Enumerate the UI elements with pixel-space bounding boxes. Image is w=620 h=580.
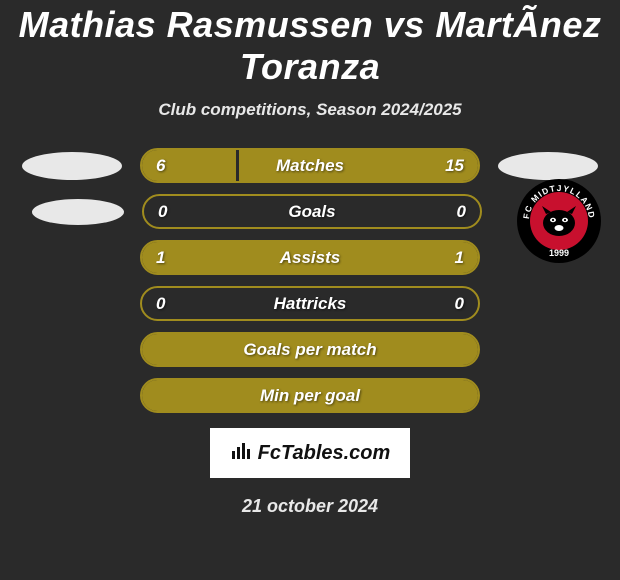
stat-value-right: 15	[445, 156, 464, 176]
stat-bar: 6 15 Matches	[140, 148, 480, 183]
stat-label: Matches	[276, 156, 344, 176]
stat-value-left: 0	[156, 294, 165, 314]
stat-bar: Goals per match	[140, 332, 480, 367]
subtitle: Club competitions, Season 2024/2025	[158, 100, 461, 120]
stat-label: Assists	[280, 248, 340, 268]
chart-icon	[230, 439, 252, 467]
stat-label: Min per goal	[260, 386, 360, 406]
stat-bar: 0 0 Hattricks	[140, 286, 480, 321]
stat-value-right: 1	[455, 248, 464, 268]
stat-row: Goals per match	[12, 332, 608, 367]
page-title: Mathias Rasmussen vs MartÃ­nez Toranza	[0, 4, 620, 88]
stat-value-right: 0	[457, 202, 466, 222]
stat-row: Min per goal	[12, 378, 608, 413]
badge-year: 1999	[549, 248, 569, 258]
logo-text: FcTables.com	[258, 442, 391, 465]
stat-value-left: 6	[156, 156, 165, 176]
stat-value-left: 1	[156, 248, 165, 268]
stat-bar: Min per goal	[140, 378, 480, 413]
fctables-logo[interactable]: FcTables.com	[210, 428, 410, 478]
player-left-oval	[32, 199, 124, 225]
stat-label: Goals per match	[243, 340, 376, 360]
stat-value-right: 0	[455, 294, 464, 314]
player-right-oval	[498, 152, 598, 180]
stat-label: Hattricks	[274, 294, 347, 314]
stat-bar: 1 1 Assists	[140, 240, 480, 275]
stat-value-left: 0	[158, 202, 167, 222]
club-badge: FC MIDTJYLLAND 1999	[516, 178, 602, 264]
stat-row: 0 0 Hattricks	[12, 286, 608, 321]
stat-label: Goals	[288, 202, 335, 222]
date-label: 21 october 2024	[242, 496, 378, 517]
player-left-oval	[22, 152, 122, 180]
stat-bar: 0 0 Goals	[142, 194, 482, 229]
